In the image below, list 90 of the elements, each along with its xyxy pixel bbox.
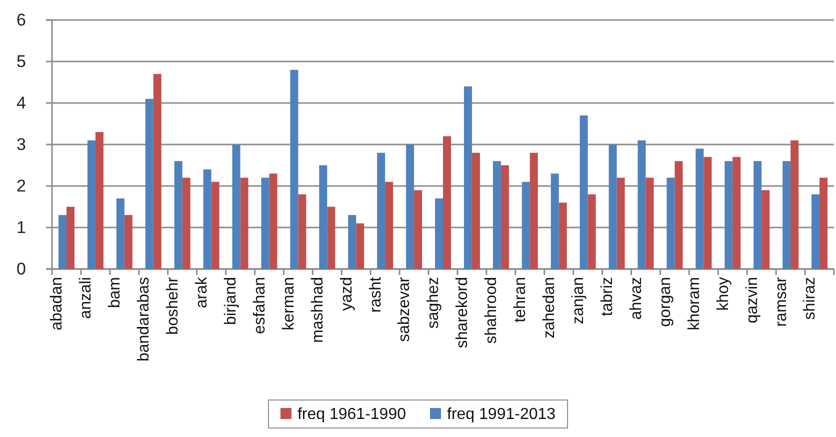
bar (550, 174, 559, 269)
x-tick-label: rasht (367, 276, 384, 313)
y-tick-label: 3 (16, 134, 26, 154)
bar (116, 198, 124, 269)
bar (472, 152, 480, 269)
x-tick-label: tabriz (598, 277, 616, 316)
y-tick-label: 1 (16, 218, 26, 237)
x-tick-label: boshehr (164, 276, 182, 335)
x-tick-label: ramsar (772, 276, 790, 327)
x-tick-label: anzali (78, 277, 95, 319)
bar (782, 161, 791, 269)
bar (414, 190, 422, 269)
x-tick-label: khoram (686, 277, 703, 330)
bar (385, 182, 394, 269)
x-tick-label: abadan (48, 277, 66, 330)
bar (298, 194, 306, 269)
bar (790, 140, 799, 269)
x-tick-label: sharekord (454, 277, 472, 348)
x-tick-label: gorgan (656, 277, 674, 327)
bar (377, 152, 386, 269)
bar (696, 148, 704, 269)
x-tick-label: zahedan (541, 277, 558, 338)
bar (87, 140, 96, 269)
bar (724, 161, 733, 269)
x-tick-label: birjand (222, 277, 240, 326)
bar (580, 115, 588, 269)
bar (203, 169, 212, 269)
x-tick-label: yazd (338, 277, 356, 311)
x-tick-label: tehran (512, 277, 530, 322)
y-tick-label: 2 (16, 176, 26, 196)
bar (58, 215, 66, 269)
bar (356, 223, 364, 269)
bar (820, 178, 828, 269)
x-tick-label: shahrood (483, 277, 500, 344)
bar (704, 156, 712, 269)
bar (66, 206, 74, 269)
bar (261, 178, 270, 269)
x-tick-label: kerman (280, 277, 298, 330)
bar (124, 215, 132, 269)
bar (153, 74, 162, 269)
bar (290, 70, 298, 269)
bar (211, 182, 220, 269)
bar (492, 161, 501, 269)
bar (666, 178, 675, 269)
x-tick-label: qazvin (744, 277, 761, 324)
x-tick-label: mashhad (309, 277, 326, 343)
bar (530, 152, 538, 269)
bar (327, 206, 336, 269)
x-tick-label: shiraz (802, 277, 819, 320)
y-tick-label: 5 (16, 52, 26, 71)
bar (464, 86, 472, 269)
bar (182, 178, 190, 269)
x-tick-label: sabzevar (396, 276, 414, 342)
bar (269, 174, 278, 269)
x-tick-label: esfahan (251, 277, 268, 334)
bar (754, 161, 762, 269)
bar (616, 178, 625, 269)
bar (443, 136, 451, 269)
legend-label: freq 1991-2013 (447, 406, 556, 423)
x-tick-label: bam (106, 277, 124, 308)
x-tick-label: saghez (425, 277, 442, 329)
bar (608, 144, 617, 269)
y-tick-label: 6 (16, 10, 26, 30)
y-tick-label: 4 (16, 93, 26, 112)
bar (638, 140, 646, 269)
bar (732, 156, 741, 269)
bar (646, 178, 654, 269)
bar (240, 178, 248, 269)
bar (406, 144, 414, 269)
bar (95, 132, 104, 269)
bar (588, 194, 596, 269)
bar (522, 182, 530, 269)
x-tick-label: zanjan (570, 277, 588, 324)
legend-label: freq 1961-1990 (297, 406, 406, 423)
bar (145, 98, 154, 269)
x-tick-label: ahvaz (628, 277, 645, 320)
bar (174, 161, 182, 269)
x-tick-label: khoy (714, 277, 732, 311)
bar (674, 161, 683, 269)
bar (232, 144, 240, 269)
bar (812, 194, 820, 269)
bar (762, 190, 770, 269)
bar (500, 165, 509, 269)
bar (558, 202, 567, 269)
x-tick-label: bandarabas (136, 277, 153, 362)
bar (319, 165, 328, 269)
x-tick-label: arak (193, 276, 210, 308)
bar (435, 198, 443, 269)
y-tick-label: 0 (16, 259, 26, 278)
bar (348, 215, 356, 269)
